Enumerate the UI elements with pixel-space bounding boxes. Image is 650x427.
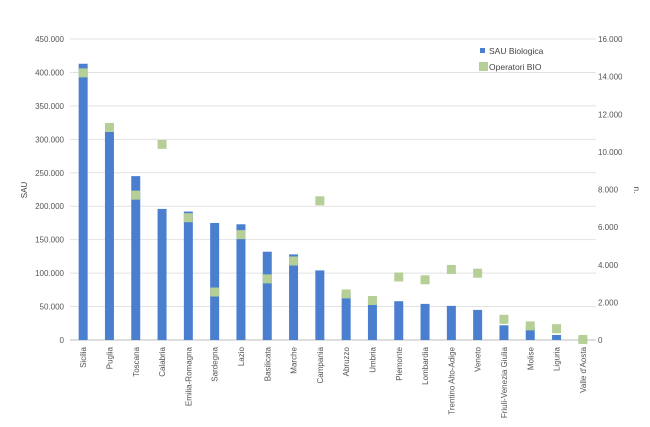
point <box>210 287 220 297</box>
y-tick-label: 350.000 <box>35 102 64 111</box>
bar <box>157 208 167 340</box>
bar <box>367 300 377 340</box>
legend-swatch-bars <box>480 48 485 53</box>
y2-tick-label: 12.000 <box>598 110 623 119</box>
x-tick-label: Campania <box>316 346 325 383</box>
y2-axis-title: n. <box>632 187 641 194</box>
x-tick-label: Liguria <box>553 346 562 371</box>
x-tick-label: Lombardia <box>421 346 430 384</box>
point <box>289 256 299 266</box>
x-tick-label: Molise <box>526 346 535 370</box>
bar <box>315 270 325 340</box>
legend-swatch-points <box>479 62 488 71</box>
bar <box>104 131 114 340</box>
y-tick-label: 450.000 <box>35 35 64 44</box>
y-tick-label: 200.000 <box>35 202 64 211</box>
bar <box>210 222 220 340</box>
x-tick-label: Puglia <box>105 346 114 369</box>
x-tick-label: Trentino Alto-Adige <box>447 346 456 414</box>
bar <box>289 254 299 340</box>
bar <box>446 305 456 340</box>
point <box>183 213 193 223</box>
legend: SAU Biologica Operatori BIO <box>479 46 544 72</box>
y2-tick-label: 6.000 <box>598 223 619 232</box>
point <box>104 122 114 132</box>
y-tick-label: 0 <box>60 336 65 345</box>
point <box>341 289 351 299</box>
point <box>552 324 562 334</box>
bar <box>341 293 351 340</box>
y2-tick-label: 2.000 <box>598 298 619 307</box>
bar <box>262 251 272 340</box>
x-tick-label: Friuli-Venezia Giulia <box>500 346 509 418</box>
bar <box>131 176 141 340</box>
x-tick-label: Valle d'Aosta <box>579 346 588 392</box>
bar <box>394 301 404 340</box>
right-axis-ticks: 0 2.000 4.000 6.000 8.000 10.000 12.000 14.000 1… <box>598 35 623 345</box>
bar <box>525 327 535 340</box>
x-tick-label: Calabria <box>158 346 167 376</box>
y2-tick-label: 4.000 <box>598 261 619 270</box>
bar <box>499 325 509 340</box>
point <box>367 295 377 305</box>
point <box>525 321 535 331</box>
point <box>262 274 272 284</box>
gridlines <box>70 38 596 341</box>
point <box>157 139 167 149</box>
y-tick-label: 250.000 <box>35 169 64 178</box>
x-tick-label: Sardegna <box>211 346 220 381</box>
y-tick-label: 100.000 <box>35 269 64 278</box>
point <box>315 196 325 206</box>
x-tick-label: Emilia-Romagna <box>184 346 193 406</box>
x-tick-label: Basilicata <box>263 346 272 381</box>
x-tick-label: Sicilia <box>79 346 88 367</box>
bar <box>183 211 193 340</box>
x-tick-label: Lazio <box>237 346 246 366</box>
x-axis-ticks: Sicilia Puglia Toscana Calabria Emilia-Romag… <box>79 346 588 418</box>
point <box>420 275 430 285</box>
x-tick-label: Piemonte <box>395 346 404 380</box>
y2-tick-label: 10.000 <box>598 148 623 157</box>
point <box>236 230 246 240</box>
y-tick-label: 300.000 <box>35 135 64 144</box>
bar <box>552 334 562 340</box>
point <box>473 268 483 278</box>
point <box>446 264 456 274</box>
y-axis-title: SAU <box>20 182 29 199</box>
bar <box>78 63 88 340</box>
point <box>131 190 141 200</box>
point <box>78 68 88 78</box>
left-axis-ticks: 0 50.000 100.000 150.000 200.000 250.000 300.0… <box>35 35 64 345</box>
x-tick-label: Toscana <box>132 346 141 376</box>
bar <box>420 303 430 340</box>
point <box>394 272 404 282</box>
bar-series <box>78 63 588 340</box>
bar <box>236 224 246 340</box>
y2-tick-label: 8.000 <box>598 186 619 195</box>
y-tick-label: 50.000 <box>40 303 65 312</box>
y2-tick-label: 0 <box>598 336 603 345</box>
x-tick-label: Veneto <box>474 346 483 371</box>
legend-label-bars: SAU Biologica <box>489 46 544 56</box>
y-tick-label: 400.000 <box>35 68 64 77</box>
x-tick-label: Umbria <box>368 346 377 372</box>
y2-tick-label: 14.000 <box>598 73 623 82</box>
point <box>499 314 509 324</box>
y2-tick-label: 16.000 <box>598 35 623 44</box>
x-tick-label: Abruzzo <box>342 346 351 376</box>
bar <box>473 309 483 340</box>
y-tick-label: 150.000 <box>35 236 64 245</box>
point <box>578 334 588 344</box>
point-series <box>78 68 588 344</box>
x-tick-label: Marche <box>290 346 299 373</box>
legend-label-points: Operatori BIO <box>489 62 542 72</box>
